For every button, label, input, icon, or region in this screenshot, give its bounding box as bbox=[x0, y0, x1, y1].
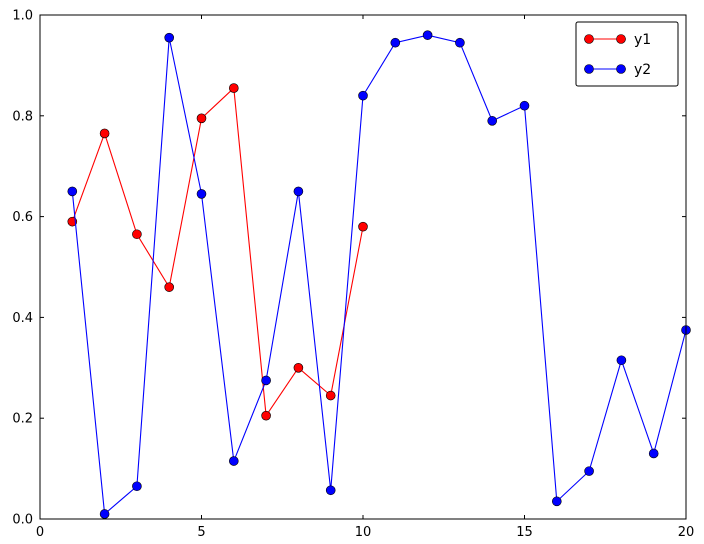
series-y2-marker bbox=[584, 466, 594, 476]
legend-marker-y2 bbox=[616, 64, 626, 74]
series-y2-marker bbox=[616, 355, 627, 366]
series-y2-marker bbox=[132, 481, 142, 492]
series-y1-marker bbox=[196, 113, 207, 124]
series-y1-marker bbox=[293, 362, 304, 373]
series-y2-marker bbox=[390, 37, 401, 48]
series-y2-line bbox=[71, 34, 687, 516]
series-y1-marker bbox=[99, 128, 110, 139]
plot-border bbox=[39, 14, 687, 520]
series-y2-marker bbox=[455, 37, 465, 48]
x-axis-tick-label: 15 bbox=[516, 525, 533, 540]
x-axis-tick-label: 10 bbox=[355, 525, 372, 540]
y-axis-tick-label: 0.4 bbox=[12, 311, 33, 326]
series-y2-marker bbox=[487, 116, 498, 126]
series-y2-marker bbox=[358, 90, 368, 101]
series-y2-marker bbox=[519, 100, 530, 111]
legend-label-y2: y2 bbox=[634, 62, 651, 78]
series-y1-marker bbox=[229, 83, 239, 93]
series-y1-marker bbox=[325, 390, 336, 401]
legend-marker-y2 bbox=[584, 64, 594, 74]
series-y2-marker bbox=[99, 509, 110, 519]
series-y1-marker bbox=[67, 216, 78, 227]
series-y1-marker bbox=[358, 221, 368, 232]
series-y2-marker bbox=[261, 375, 271, 386]
series-y2-marker bbox=[551, 496, 562, 507]
series-y1-line bbox=[71, 86, 364, 418]
legend-label-y1: y1 bbox=[634, 32, 651, 48]
legend-box bbox=[575, 21, 679, 87]
series-y1-marker bbox=[164, 282, 174, 292]
y-axis-tick-label: 0.2 bbox=[12, 412, 33, 427]
series-y1-marker bbox=[261, 410, 271, 421]
series-y2-marker bbox=[648, 448, 659, 459]
y-axis-tick-label: 0.0 bbox=[12, 513, 33, 528]
series-y2-marker bbox=[422, 30, 433, 40]
y-axis-tick-label: 0.8 bbox=[12, 109, 33, 124]
series-y2-marker bbox=[293, 186, 304, 197]
x-axis-tick-label: 0 bbox=[36, 525, 44, 540]
series-y2-marker bbox=[164, 32, 174, 43]
legend-marker-y1 bbox=[584, 34, 594, 44]
series-y1-marker bbox=[132, 229, 142, 240]
x-axis-tick-label: 20 bbox=[678, 525, 695, 540]
y-axis-tick-label: 1.0 bbox=[12, 9, 33, 24]
x-axis-tick-label: 5 bbox=[197, 525, 205, 540]
series-y2-marker bbox=[325, 485, 336, 496]
series-y2-marker bbox=[196, 189, 207, 199]
legend-marker-y1 bbox=[616, 34, 626, 44]
legend: y1 y2 bbox=[575, 21, 679, 87]
series-y2-marker bbox=[229, 456, 239, 466]
series-y2-marker bbox=[67, 186, 78, 197]
y-axis-tick-label: 0.6 bbox=[12, 210, 33, 225]
